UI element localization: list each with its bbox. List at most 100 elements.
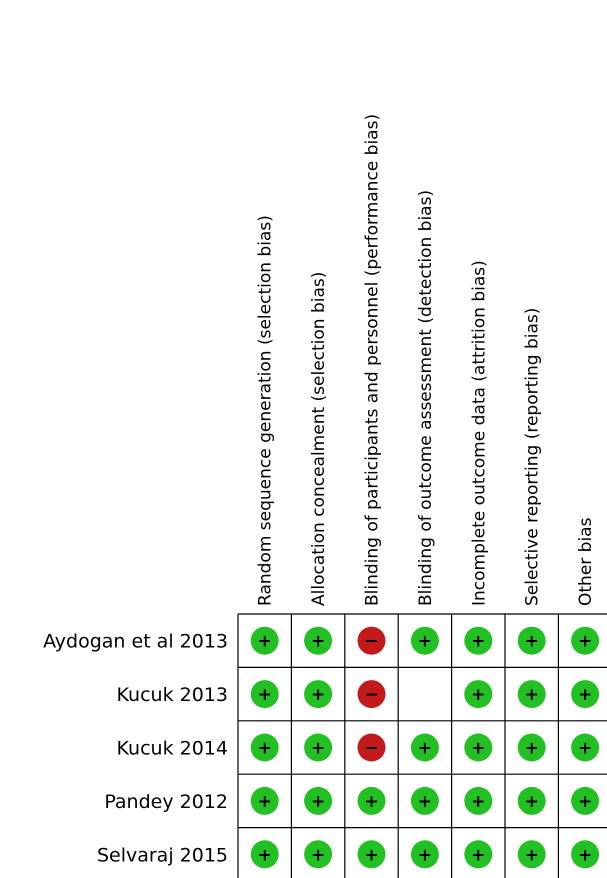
judgement-symbol: + (578, 739, 592, 759)
judgement-symbol: + (258, 685, 272, 705)
judgement-cells: + + − + + + + + + − + + + + + − + + + + + + + + + + + + + + + + + + (250, 626, 600, 869)
domain-label: Blinding of participants and personnel (… (363, 114, 383, 606)
judgement-symbol: + (578, 685, 592, 705)
judgement-low-risk: + (357, 786, 386, 815)
judgement-symbol: + (578, 632, 592, 652)
judgement-circle (571, 733, 600, 762)
judgement-symbol: + (525, 739, 539, 759)
judgement-circle (304, 786, 333, 815)
judgement-circle (357, 840, 386, 869)
judgement-low-risk: + (571, 680, 600, 709)
study-label: Kucuk 2014 (117, 738, 228, 760)
judgement-symbol: + (311, 685, 325, 705)
judgement-grid (237, 613, 607, 878)
judgement-circle (464, 840, 493, 869)
judgement-circle (464, 680, 493, 709)
judgement-symbol: + (525, 632, 539, 652)
judgement-low-risk: + (517, 786, 546, 815)
judgement-symbol: + (311, 632, 325, 652)
judgement-symbol: + (311, 845, 325, 865)
judgement-circle (304, 733, 333, 762)
study-labels: Aydogan et al 2013 Kucuk 2013 Kucuk 2014 Pa… (43, 631, 228, 867)
judgement-symbol: + (258, 845, 272, 865)
judgement-symbol: + (418, 845, 432, 865)
judgement-circle (304, 626, 333, 655)
domain-header-labels: Random sequence generation (selection bi… (256, 114, 596, 606)
judgement-circle (517, 840, 546, 869)
judgement-circle (250, 733, 279, 762)
judgement-symbol: + (364, 792, 378, 812)
judgement-high-risk: − (357, 680, 386, 709)
judgement-symbol: + (258, 792, 272, 812)
judgement-circle (410, 840, 439, 869)
judgement-symbol: + (311, 739, 325, 759)
judgement-symbol: + (525, 845, 539, 865)
judgement-low-risk: + (304, 733, 333, 762)
judgement-circle (357, 733, 386, 762)
judgement-symbol: + (525, 685, 539, 705)
judgement-circle (571, 840, 600, 869)
study-label: Pandey 2012 (104, 791, 228, 813)
judgement-circle (571, 680, 600, 709)
study-label: Selvaraj 2015 (97, 844, 228, 866)
judgement-circle (517, 786, 546, 815)
judgement-circle (357, 680, 386, 709)
domain-label: Other bias (576, 517, 596, 606)
judgement-symbol: + (311, 792, 325, 812)
judgement-circle (571, 626, 600, 655)
judgement-low-risk: + (517, 733, 546, 762)
judgement-low-risk: + (304, 626, 333, 655)
judgement-symbol: + (525, 792, 539, 812)
judgement-low-risk: + (410, 786, 439, 815)
judgement-low-risk: + (410, 733, 439, 762)
judgement-low-risk: + (250, 680, 279, 709)
judgement-circle (571, 786, 600, 815)
judgement-symbol: + (364, 845, 378, 865)
judgement-circle (410, 626, 439, 655)
judgement-low-risk: + (464, 680, 493, 709)
judgement-low-risk: + (571, 786, 600, 815)
judgement-low-risk: + (464, 786, 493, 815)
domain-label: Allocation concealment (selection bias) (309, 272, 329, 606)
judgement-low-risk: + (517, 626, 546, 655)
judgement-low-risk: + (410, 840, 439, 869)
judgement-circle (464, 786, 493, 815)
study-label: Kucuk 2013 (117, 684, 228, 706)
judgement-symbol: + (471, 632, 485, 652)
judgement-symbol: − (364, 685, 378, 705)
judgement-symbol: − (364, 632, 378, 652)
judgement-circle (517, 626, 546, 655)
judgement-low-risk: + (517, 680, 546, 709)
judgement-low-risk: + (464, 733, 493, 762)
judgement-low-risk: + (410, 626, 439, 655)
domain-label: Selective reporting (reporting bias) (523, 308, 543, 606)
judgement-circle (304, 680, 333, 709)
judgement-low-risk: + (250, 786, 279, 815)
judgement-symbol: + (578, 845, 592, 865)
judgement-low-risk: + (250, 626, 279, 655)
judgement-low-risk: + (304, 786, 333, 815)
judgement-circle (517, 733, 546, 762)
judgement-symbol: + (471, 685, 485, 705)
judgement-circle (410, 733, 439, 762)
judgement-high-risk: − (357, 733, 386, 762)
judgement-low-risk: + (250, 733, 279, 762)
domain-label: Incomplete outcome data (attrition bias) (469, 260, 489, 606)
judgement-symbol: + (418, 739, 432, 759)
judgement-low-risk: + (357, 840, 386, 869)
judgement-circle (357, 626, 386, 655)
study-label: Aydogan et al 2013 (43, 631, 228, 653)
judgement-circle (517, 680, 546, 709)
judgement-circle (250, 680, 279, 709)
judgement-symbol: − (364, 739, 378, 759)
judgement-circle (250, 626, 279, 655)
judgement-symbol: + (578, 792, 592, 812)
domain-label: Random sequence generation (selection bi… (256, 215, 276, 606)
judgement-low-risk: + (517, 840, 546, 869)
judgement-circle (250, 786, 279, 815)
judgement-circle (250, 840, 279, 869)
judgement-symbol: + (471, 792, 485, 812)
judgement-symbol: + (418, 792, 432, 812)
judgement-symbol: + (471, 845, 485, 865)
